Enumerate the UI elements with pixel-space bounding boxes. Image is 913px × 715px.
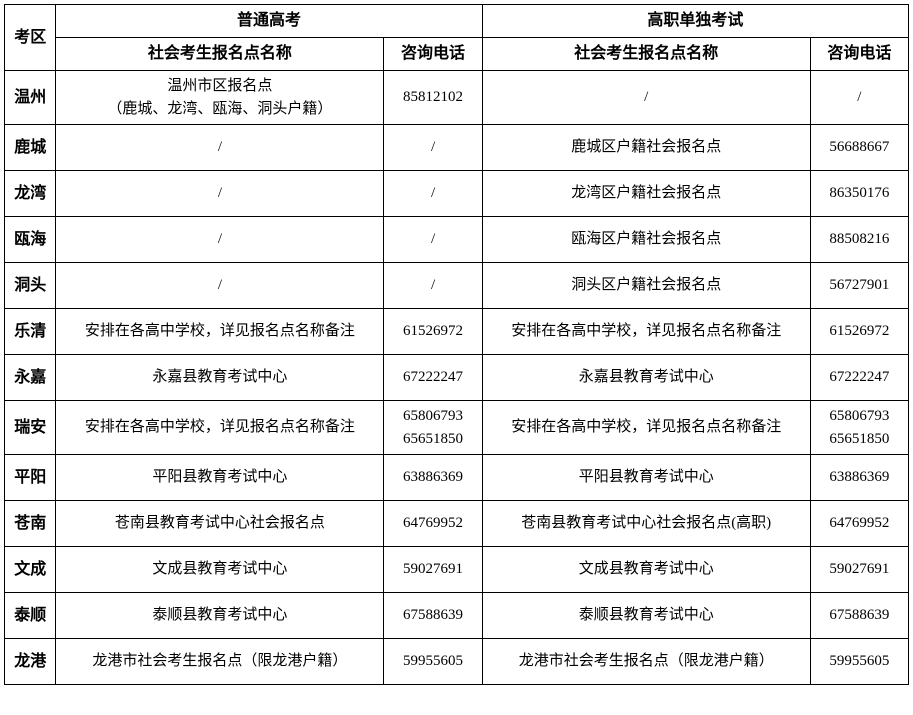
header-exam1: 普通高考 [56,5,482,38]
area-cell: 瑞安 [5,401,56,455]
header-exam2: 高职单独考试 [482,5,908,38]
phone1-cell: 64769952 [384,501,482,547]
name2-cell: 安排在各高中学校，详见报名点名称备注 [482,309,810,355]
table-row: 洞头//洞头区户籍社会报名点56727901 [5,263,909,309]
area-cell: 龙湾 [5,171,56,217]
name1-cell: 泰顺县教育考试中心 [56,593,384,639]
table-row: 永嘉永嘉县教育考试中心67222247永嘉县教育考试中心67222247 [5,355,909,401]
phone2-cell: 67588639 [810,593,908,639]
phone1-cell: / [384,125,482,171]
name2-cell: 永嘉县教育考试中心 [482,355,810,401]
table-row: 乐清安排在各高中学校，详见报名点名称备注61526972安排在各高中学校，详见报… [5,309,909,355]
table-row: 温州温州市区报名点 （鹿城、龙湾、瓯海、洞头户籍）85812102// [5,71,909,125]
name2-cell: 安排在各高中学校，详见报名点名称备注 [482,401,810,455]
phone1-cell: 65806793 65651850 [384,401,482,455]
area-cell: 洞头 [5,263,56,309]
name2-cell: 泰顺县教育考试中心 [482,593,810,639]
name1-cell: 文成县教育考试中心 [56,547,384,593]
name2-cell: 鹿城区户籍社会报名点 [482,125,810,171]
phone1-cell: 59027691 [384,547,482,593]
area-cell: 文成 [5,547,56,593]
area-cell: 乐清 [5,309,56,355]
area-cell: 瓯海 [5,217,56,263]
area-cell: 苍南 [5,501,56,547]
phone2-cell: 59955605 [810,639,908,685]
table-row: 龙湾//龙湾区户籍社会报名点86350176 [5,171,909,217]
phone2-cell: 56727901 [810,263,908,309]
phone2-cell: 63886369 [810,455,908,501]
phone2-cell: 64769952 [810,501,908,547]
name2-cell: 平阳县教育考试中心 [482,455,810,501]
name2-cell: 苍南县教育考试中心社会报名点(高职) [482,501,810,547]
phone1-cell: / [384,171,482,217]
name1-cell: 安排在各高中学校，详见报名点名称备注 [56,401,384,455]
name1-cell: / [56,125,384,171]
phone1-cell: 67222247 [384,355,482,401]
header-area: 考区 [5,5,56,71]
phone2-cell: 67222247 [810,355,908,401]
name2-cell: 洞头区户籍社会报名点 [482,263,810,309]
name1-cell: 龙港市社会考生报名点（限龙港户籍） [56,639,384,685]
phone2-cell: 65806793 65651850 [810,401,908,455]
name1-cell: / [56,171,384,217]
name1-cell: 永嘉县教育考试中心 [56,355,384,401]
name1-cell: 苍南县教育考试中心社会报名点 [56,501,384,547]
area-cell: 温州 [5,71,56,125]
name1-cell: / [56,217,384,263]
table-row: 平阳平阳县教育考试中心63886369平阳县教育考试中心63886369 [5,455,909,501]
phone2-cell: 86350176 [810,171,908,217]
name2-cell: 文成县教育考试中心 [482,547,810,593]
area-cell: 鹿城 [5,125,56,171]
name1-cell: / [56,263,384,309]
phone1-cell: 63886369 [384,455,482,501]
phone2-cell: 88508216 [810,217,908,263]
phone2-cell: 56688667 [810,125,908,171]
phone1-cell: 59955605 [384,639,482,685]
phone1-cell: / [384,217,482,263]
phone1-cell: / [384,263,482,309]
table-row: 苍南苍南县教育考试中心社会报名点64769952苍南县教育考试中心社会报名点(高… [5,501,909,547]
name1-cell: 温州市区报名点 （鹿城、龙湾、瓯海、洞头户籍） [56,71,384,125]
table-row: 鹿城//鹿城区户籍社会报名点56688667 [5,125,909,171]
registration-table: 考区 普通高考 高职单独考试 社会考生报名点名称 咨询电话 社会考生报名点名称 … [4,4,909,685]
header-row-2: 社会考生报名点名称 咨询电话 社会考生报名点名称 咨询电话 [5,38,909,71]
table-row: 瓯海//瓯海区户籍社会报名点88508216 [5,217,909,263]
table-row: 文成文成县教育考试中心59027691文成县教育考试中心59027691 [5,547,909,593]
header-name2: 社会考生报名点名称 [482,38,810,71]
name2-cell: / [482,71,810,125]
phone1-cell: 85812102 [384,71,482,125]
area-cell: 永嘉 [5,355,56,401]
phone2-cell: 59027691 [810,547,908,593]
header-phone1: 咨询电话 [384,38,482,71]
phone1-cell: 61526972 [384,309,482,355]
name2-cell: 龙湾区户籍社会报名点 [482,171,810,217]
phone1-cell: 67588639 [384,593,482,639]
name2-cell: 龙港市社会考生报名点（限龙港户籍） [482,639,810,685]
name1-cell: 安排在各高中学校，详见报名点名称备注 [56,309,384,355]
header-phone2: 咨询电话 [810,38,908,71]
area-cell: 平阳 [5,455,56,501]
phone2-cell: 61526972 [810,309,908,355]
phone2-cell: / [810,71,908,125]
name1-cell: 平阳县教育考试中心 [56,455,384,501]
table-row: 瑞安安排在各高中学校，详见报名点名称备注65806793 65651850安排在… [5,401,909,455]
header-row-1: 考区 普通高考 高职单独考试 [5,5,909,38]
area-cell: 龙港 [5,639,56,685]
header-name1: 社会考生报名点名称 [56,38,384,71]
name2-cell: 瓯海区户籍社会报名点 [482,217,810,263]
table-row: 泰顺泰顺县教育考试中心67588639泰顺县教育考试中心67588639 [5,593,909,639]
area-cell: 泰顺 [5,593,56,639]
table-row: 龙港龙港市社会考生报名点（限龙港户籍）59955605龙港市社会考生报名点（限龙… [5,639,909,685]
